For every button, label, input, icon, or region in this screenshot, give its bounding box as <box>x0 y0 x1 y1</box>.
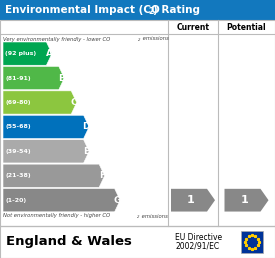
Bar <box>241 231 263 253</box>
Text: (69-80): (69-80) <box>5 100 31 105</box>
Bar <box>0 0 275 20</box>
Text: D: D <box>82 122 90 131</box>
Text: (21-38): (21-38) <box>5 173 31 178</box>
Text: C: C <box>71 98 77 107</box>
Text: F: F <box>99 171 105 180</box>
Polygon shape <box>3 140 89 163</box>
Text: 2: 2 <box>148 7 153 17</box>
Text: 2002/91/EC: 2002/91/EC <box>175 241 219 251</box>
Polygon shape <box>3 42 52 65</box>
Text: ) Rating: ) Rating <box>153 5 200 15</box>
Polygon shape <box>3 164 104 187</box>
Text: 1: 1 <box>187 195 194 205</box>
Text: E: E <box>83 147 89 156</box>
Polygon shape <box>3 115 89 139</box>
Text: G: G <box>114 196 121 205</box>
Text: emissions: emissions <box>140 214 168 219</box>
Text: Environmental Impact (CO: Environmental Impact (CO <box>5 5 160 15</box>
Polygon shape <box>3 189 120 212</box>
Text: 1: 1 <box>240 195 248 205</box>
Text: EU Directive: EU Directive <box>175 233 222 243</box>
Text: 2: 2 <box>137 215 139 219</box>
Text: England & Wales: England & Wales <box>6 236 132 248</box>
Text: 2: 2 <box>138 38 141 42</box>
Text: A: A <box>46 49 53 58</box>
Text: (39-54): (39-54) <box>5 149 31 154</box>
Text: (55-68): (55-68) <box>5 124 31 130</box>
Polygon shape <box>171 189 215 212</box>
Polygon shape <box>3 66 64 90</box>
Text: Current: Current <box>177 22 210 31</box>
Bar <box>0 20 275 226</box>
Text: Potential: Potential <box>227 22 266 31</box>
Text: emissions: emissions <box>141 36 169 42</box>
Text: Very environmentally friendly - lower CO: Very environmentally friendly - lower CO <box>3 36 110 42</box>
Polygon shape <box>224 189 268 212</box>
Text: (81-91): (81-91) <box>5 76 31 80</box>
Text: Not environmentally friendly - higher CO: Not environmentally friendly - higher CO <box>3 214 110 219</box>
Text: (92 plus): (92 plus) <box>5 51 36 56</box>
Polygon shape <box>3 91 77 114</box>
Bar <box>0 226 275 258</box>
Text: (1-20): (1-20) <box>5 198 26 203</box>
Text: B: B <box>58 74 65 83</box>
